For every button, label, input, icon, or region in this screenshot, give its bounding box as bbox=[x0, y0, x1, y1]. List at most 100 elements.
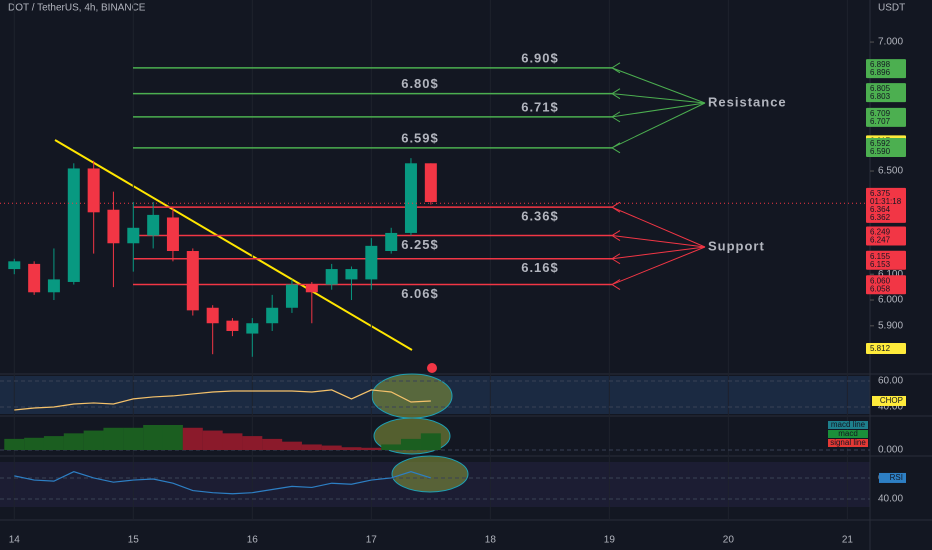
candle-body bbox=[28, 263, 41, 293]
histogram-bar bbox=[222, 433, 243, 450]
level-label: 6.16$ bbox=[521, 260, 559, 275]
candle-body bbox=[345, 269, 358, 280]
level-group-label: Resistance bbox=[708, 94, 787, 109]
candle-body bbox=[166, 217, 179, 252]
arrowhead bbox=[611, 279, 621, 290]
price-tag-label: 6.247 bbox=[870, 236, 891, 245]
x-tick-label: 15 bbox=[128, 535, 140, 546]
histogram-bar bbox=[182, 427, 203, 450]
y-tick-label: 40.00 bbox=[878, 494, 903, 505]
arrowhead bbox=[611, 142, 621, 154]
histogram-bar bbox=[43, 436, 64, 450]
price-tag-label: 6.590 bbox=[870, 147, 891, 156]
legend-swatch bbox=[828, 439, 868, 447]
price-tag bbox=[866, 107, 906, 127]
x-tick-label: 14 bbox=[9, 535, 21, 546]
level-label: 6.71$ bbox=[521, 99, 559, 114]
y-tick-label: 60.00 bbox=[878, 376, 903, 387]
price-tag bbox=[866, 138, 906, 158]
price-tag-label: 6.375 bbox=[870, 189, 891, 198]
level-arrow bbox=[611, 102, 706, 118]
candle-body bbox=[365, 245, 378, 280]
level-arrow bbox=[611, 67, 706, 104]
price-tag-label: 6.592 bbox=[870, 139, 891, 148]
price-tag-label: 6.707 bbox=[870, 117, 891, 126]
highlight bbox=[391, 455, 469, 493]
candle-body bbox=[266, 307, 279, 324]
price-tag bbox=[866, 59, 906, 79]
trend-line bbox=[54, 139, 413, 351]
level-label: 6.06$ bbox=[401, 286, 439, 301]
price-tag-label: 6.153 bbox=[870, 260, 891, 269]
level-arrow bbox=[611, 102, 706, 149]
histogram-bar bbox=[83, 430, 104, 450]
candle-body bbox=[47, 279, 60, 293]
indicator-line bbox=[14, 389, 431, 411]
candle-body bbox=[127, 227, 140, 244]
histogram-bar bbox=[420, 433, 441, 450]
price-tag bbox=[866, 275, 906, 295]
level-label: 6.90$ bbox=[521, 50, 559, 65]
y-tick-label: 6.100 bbox=[878, 269, 903, 280]
legend-swatch bbox=[828, 430, 868, 438]
arrowhead bbox=[611, 62, 621, 74]
legend-swatch bbox=[828, 421, 868, 429]
candle-body bbox=[285, 284, 298, 308]
x-tick-label: 20 bbox=[723, 535, 735, 546]
candle-body bbox=[325, 269, 338, 285]
x-tick-label: 16 bbox=[247, 535, 259, 546]
candle-body bbox=[404, 163, 417, 233]
legend-label: signal line bbox=[830, 438, 866, 447]
y-tick-label: 7.000 bbox=[878, 37, 903, 48]
level-arrow bbox=[611, 246, 706, 286]
price-tag-label: 6.803 bbox=[870, 92, 891, 101]
histogram-bar bbox=[321, 445, 342, 450]
histogram-bar bbox=[242, 436, 263, 450]
legend-label: macd line bbox=[831, 420, 866, 429]
x-tick-label: 19 bbox=[604, 535, 616, 546]
y-tick-label: 40.00 bbox=[878, 402, 903, 413]
y-tick-label: 6.000 bbox=[878, 295, 903, 306]
indicator-tag bbox=[872, 395, 906, 406]
chart-title: DOT / TetherUS, 4h, BINANCE bbox=[8, 3, 146, 14]
arrowhead bbox=[611, 253, 621, 265]
candle-body bbox=[8, 261, 21, 270]
indicator-name: RSI bbox=[890, 473, 903, 482]
price-tag-label: 6.805 bbox=[870, 84, 891, 93]
candle-body bbox=[385, 232, 398, 252]
candle-body bbox=[67, 168, 80, 282]
y-tick-label: 0.000 bbox=[878, 445, 903, 456]
price-tag bbox=[866, 187, 906, 223]
price-tag-label: 6.155 bbox=[870, 252, 891, 261]
level-label: 6.36$ bbox=[521, 209, 559, 224]
price-tag bbox=[866, 226, 906, 246]
price-tag-label: 01:31:18 bbox=[870, 197, 902, 206]
indicator-tag bbox=[879, 472, 906, 483]
arrowhead bbox=[611, 230, 621, 241]
level-label: 6.59$ bbox=[401, 130, 439, 145]
y-tick-label: 5.900 bbox=[878, 320, 903, 331]
level-arrow bbox=[611, 206, 706, 248]
level-arrow bbox=[611, 235, 706, 248]
histogram-bar bbox=[381, 444, 402, 450]
candle-body bbox=[186, 251, 199, 311]
legend-label: macd bbox=[838, 429, 858, 438]
histogram-bar bbox=[202, 430, 223, 450]
histogram-bar bbox=[301, 444, 322, 450]
level-arrow bbox=[611, 246, 706, 260]
level-arrow bbox=[611, 93, 706, 104]
candle-body bbox=[147, 214, 160, 236]
x-tick-label: 21 bbox=[842, 535, 854, 546]
price-tag bbox=[866, 343, 906, 355]
x-tick-label: 17 bbox=[366, 535, 378, 546]
candle-body bbox=[107, 209, 120, 244]
histogram-bar bbox=[63, 433, 84, 450]
price-tag-label: 6.364 bbox=[870, 205, 891, 214]
histogram-bar bbox=[262, 438, 283, 450]
price-tag bbox=[866, 250, 906, 270]
histogram-bar bbox=[123, 427, 144, 450]
level-group-label: Support bbox=[708, 238, 765, 253]
arrowhead bbox=[611, 88, 621, 100]
candle-body bbox=[206, 307, 219, 324]
candle-body bbox=[305, 284, 318, 293]
